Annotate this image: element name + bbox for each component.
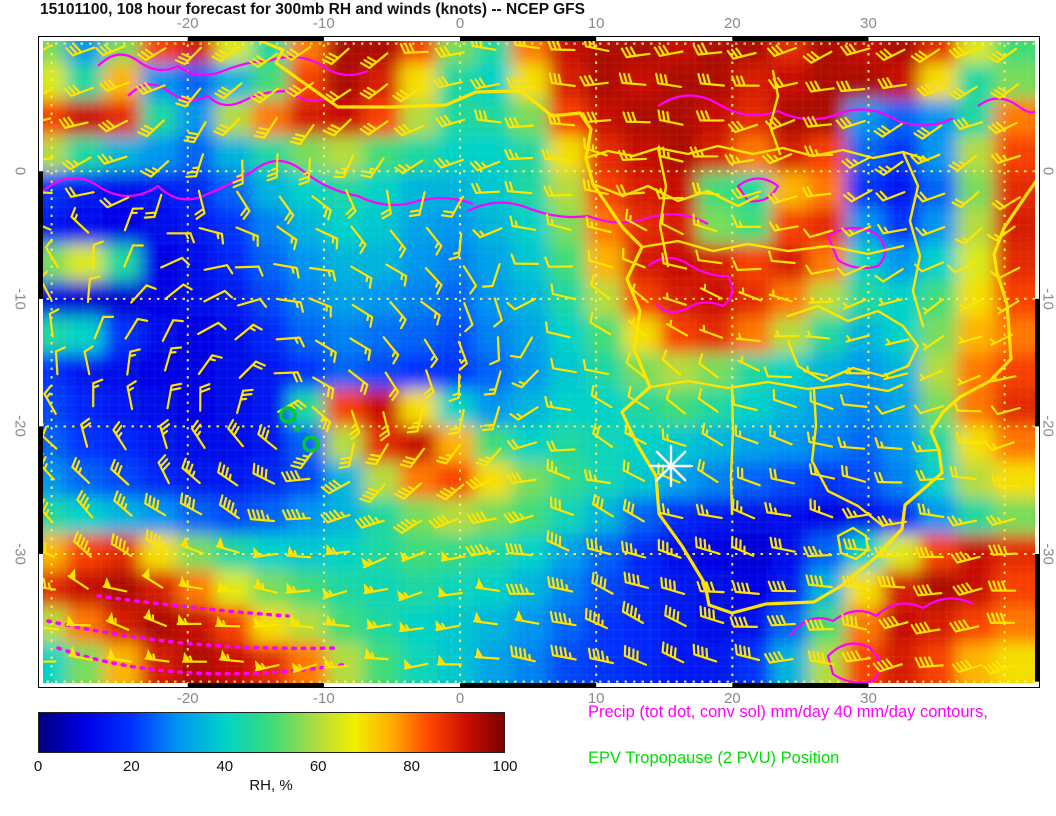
colorbar-tick: 60 xyxy=(309,758,327,775)
left-axis-tick: -10 xyxy=(11,287,29,310)
colorbar-tick: 40 xyxy=(216,758,234,775)
precip-contours xyxy=(38,53,1040,684)
legend-precip: Precip (tot dot, conv sol) mm/day 40 mm/… xyxy=(588,703,988,721)
map-canvas xyxy=(38,36,1040,688)
top-axis-tick: -10 xyxy=(313,15,335,32)
top-axis-tick: 10 xyxy=(587,15,605,32)
colorbar-tick: 0 xyxy=(33,758,43,775)
top-axis-tick: 0 xyxy=(455,15,465,32)
model-grid-texture xyxy=(38,36,1040,688)
right-axis-tick: -10 xyxy=(1039,287,1056,310)
colorbar-tick: 80 xyxy=(403,758,420,775)
legend-epv: EPV Tropopause (2 PVU) Position xyxy=(588,749,840,767)
colorbar-tick: 20 xyxy=(123,758,140,775)
map-frame xyxy=(38,36,1040,688)
bottom-axis-tick: 30 xyxy=(860,690,877,707)
bottom-axis-tick: -10 xyxy=(313,690,335,707)
asterisk-marker xyxy=(649,444,693,488)
right-axis-tick: -20 xyxy=(1039,415,1056,438)
epv-tropopause-markers xyxy=(279,406,320,453)
rh-field xyxy=(38,36,1040,688)
left-axis-tick: -30 xyxy=(11,543,29,565)
left-axis-tick: 0 xyxy=(11,167,29,176)
colorbar xyxy=(38,712,505,753)
top-axis-tick: 30 xyxy=(860,15,877,32)
top-axis-tick: 20 xyxy=(723,15,741,32)
right-axis-tick: -30 xyxy=(1039,543,1056,565)
colorbar-label: RH, % xyxy=(249,777,293,794)
bottom-axis-tick: 0 xyxy=(455,690,465,707)
bottom-axis-tick: 20 xyxy=(723,690,741,707)
bottom-axis-tick: 10 xyxy=(587,690,605,707)
left-axis-tick: -20 xyxy=(11,415,29,438)
colorbar-tick: 100 xyxy=(492,758,518,775)
page-title: 15101100, 108 hour forecast for 300mb RH… xyxy=(40,1,585,18)
bottom-axis-tick: -20 xyxy=(176,690,199,707)
top-axis-tick: -20 xyxy=(176,15,199,32)
right-axis-tick: 0 xyxy=(1039,167,1056,176)
